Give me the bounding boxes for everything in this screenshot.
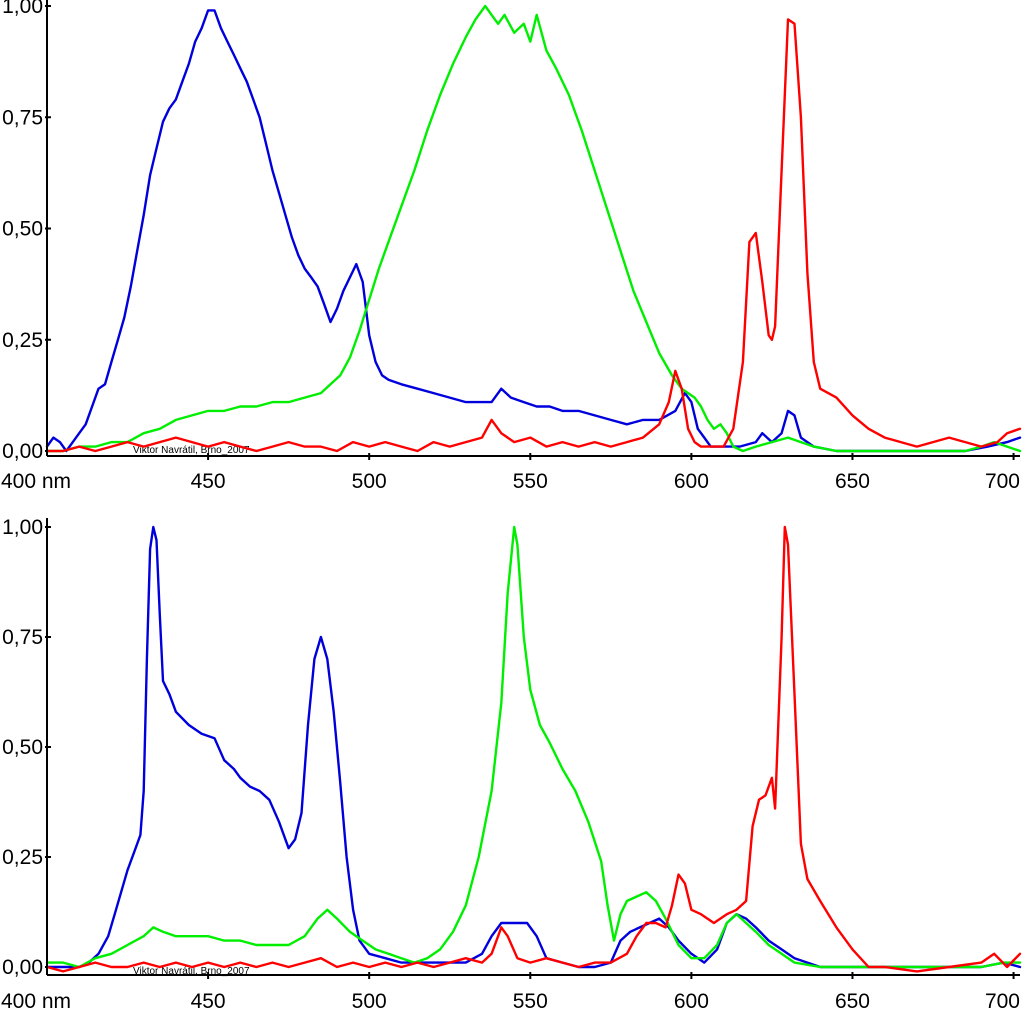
x-tick-label-700: 700 xyxy=(985,470,1020,493)
y-tick-label: 0,00 xyxy=(2,956,43,979)
x-tick-label-400nm: 400 nm xyxy=(1,470,71,493)
y-tick-label: 0,50 xyxy=(2,736,43,759)
blue-spectrum-line xyxy=(45,525,1022,969)
y-tick-label: 0,25 xyxy=(2,846,43,869)
bottom-spectrum-panel: Viktor Navrátil, Brno_2007 0,00 0,25 0,50 0… xyxy=(1,516,1022,1013)
x-tick-label-550: 550 xyxy=(513,990,548,1011)
y-tick-label: 0,00 xyxy=(2,440,43,463)
red-spectrum-line xyxy=(45,525,1022,973)
y-tick-label: 1,00 xyxy=(2,516,43,539)
red-spectrum-line xyxy=(45,18,1022,453)
x-tick-label-600: 600 xyxy=(674,990,709,1011)
x-tick-label-650: 650 xyxy=(835,470,870,493)
x-tick-label-700: 700 xyxy=(985,990,1020,1011)
x-tick-label-500: 500 xyxy=(352,990,387,1011)
y-tick-label: 0,75 xyxy=(2,626,43,649)
x-tick-label-650: 650 xyxy=(835,990,870,1011)
y-tick-label: 0,50 xyxy=(2,218,43,241)
author-credit: Viktor Navrátil, Brno_2007 xyxy=(133,445,250,456)
green-spectrum-line xyxy=(45,525,1022,969)
y-tick-label: 0,25 xyxy=(2,329,43,352)
green-spectrum-line xyxy=(45,4,1022,453)
x-tick-label-600: 600 xyxy=(674,470,709,493)
x-tick-label-550: 550 xyxy=(513,470,548,493)
x-tick-label-400nm: 400 nm xyxy=(1,990,71,1011)
top-spectrum-panel: Viktor Navrátil, Brno_2007 0,00 0,25 0,50 0… xyxy=(1,0,1022,493)
author-credit: Viktor Navrátil, Brno_2007 xyxy=(133,966,250,977)
x-tick-label-450: 450 xyxy=(191,470,226,493)
y-tick-label: 0,75 xyxy=(2,106,43,129)
y-tick-label: 1,00 xyxy=(2,0,43,18)
blue-spectrum-line xyxy=(45,9,1022,453)
x-tick-label-500: 500 xyxy=(352,470,387,493)
x-tick-label-450: 450 xyxy=(191,990,226,1011)
